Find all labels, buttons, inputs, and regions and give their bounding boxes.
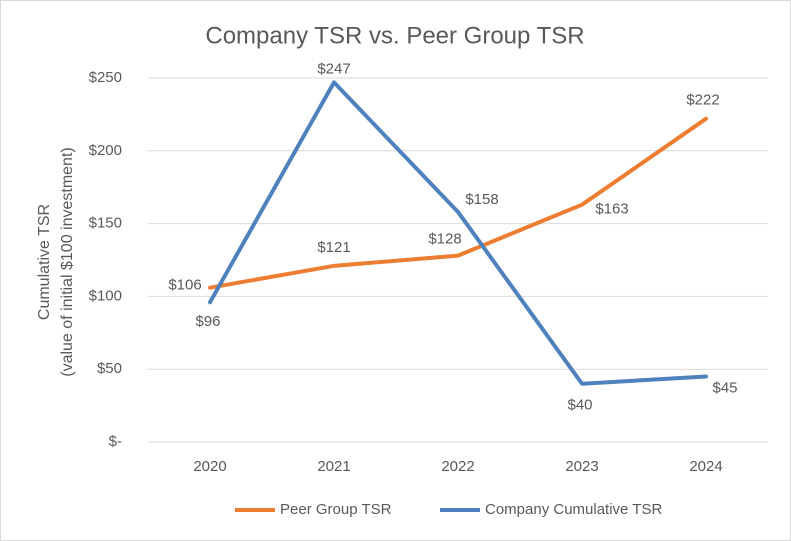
y-axis-label: (value of initial $100 investment) <box>59 147 76 376</box>
data-label: $40 <box>567 397 592 414</box>
data-label: $158 <box>465 191 498 208</box>
x-tick-label: 2021 <box>317 458 350 475</box>
y-tick-label: $250 <box>89 69 122 86</box>
data-label: $45 <box>712 379 737 396</box>
data-label: $96 <box>195 313 220 330</box>
data-label: $163 <box>595 201 628 218</box>
data-label: $222 <box>686 92 719 109</box>
x-tick-label: 2024 <box>689 458 722 475</box>
series-line <box>208 116 708 290</box>
data-label: $106 <box>168 277 201 294</box>
y-tick-label: $200 <box>89 142 122 159</box>
data-label: $121 <box>317 239 350 256</box>
y-tick-label: $50 <box>97 360 122 377</box>
data-label: $128 <box>428 231 461 248</box>
data-label: $247 <box>317 60 350 77</box>
legend-label: Company Cumulative TSR <box>485 501 662 518</box>
x-tick-label: 2020 <box>193 458 226 475</box>
legend-label: Peer Group TSR <box>280 501 392 518</box>
y-tick-label: $150 <box>89 215 122 232</box>
y-tick-label: $- <box>109 433 122 450</box>
x-tick-label: 2022 <box>441 458 474 475</box>
chart-title: Company TSR vs. Peer Group TSR <box>205 22 584 49</box>
y-axis-label: Cumulative TSR <box>36 204 53 320</box>
y-tick-label: $100 <box>89 287 122 304</box>
series-line <box>208 80 708 386</box>
x-tick-label: 2023 <box>565 458 598 475</box>
